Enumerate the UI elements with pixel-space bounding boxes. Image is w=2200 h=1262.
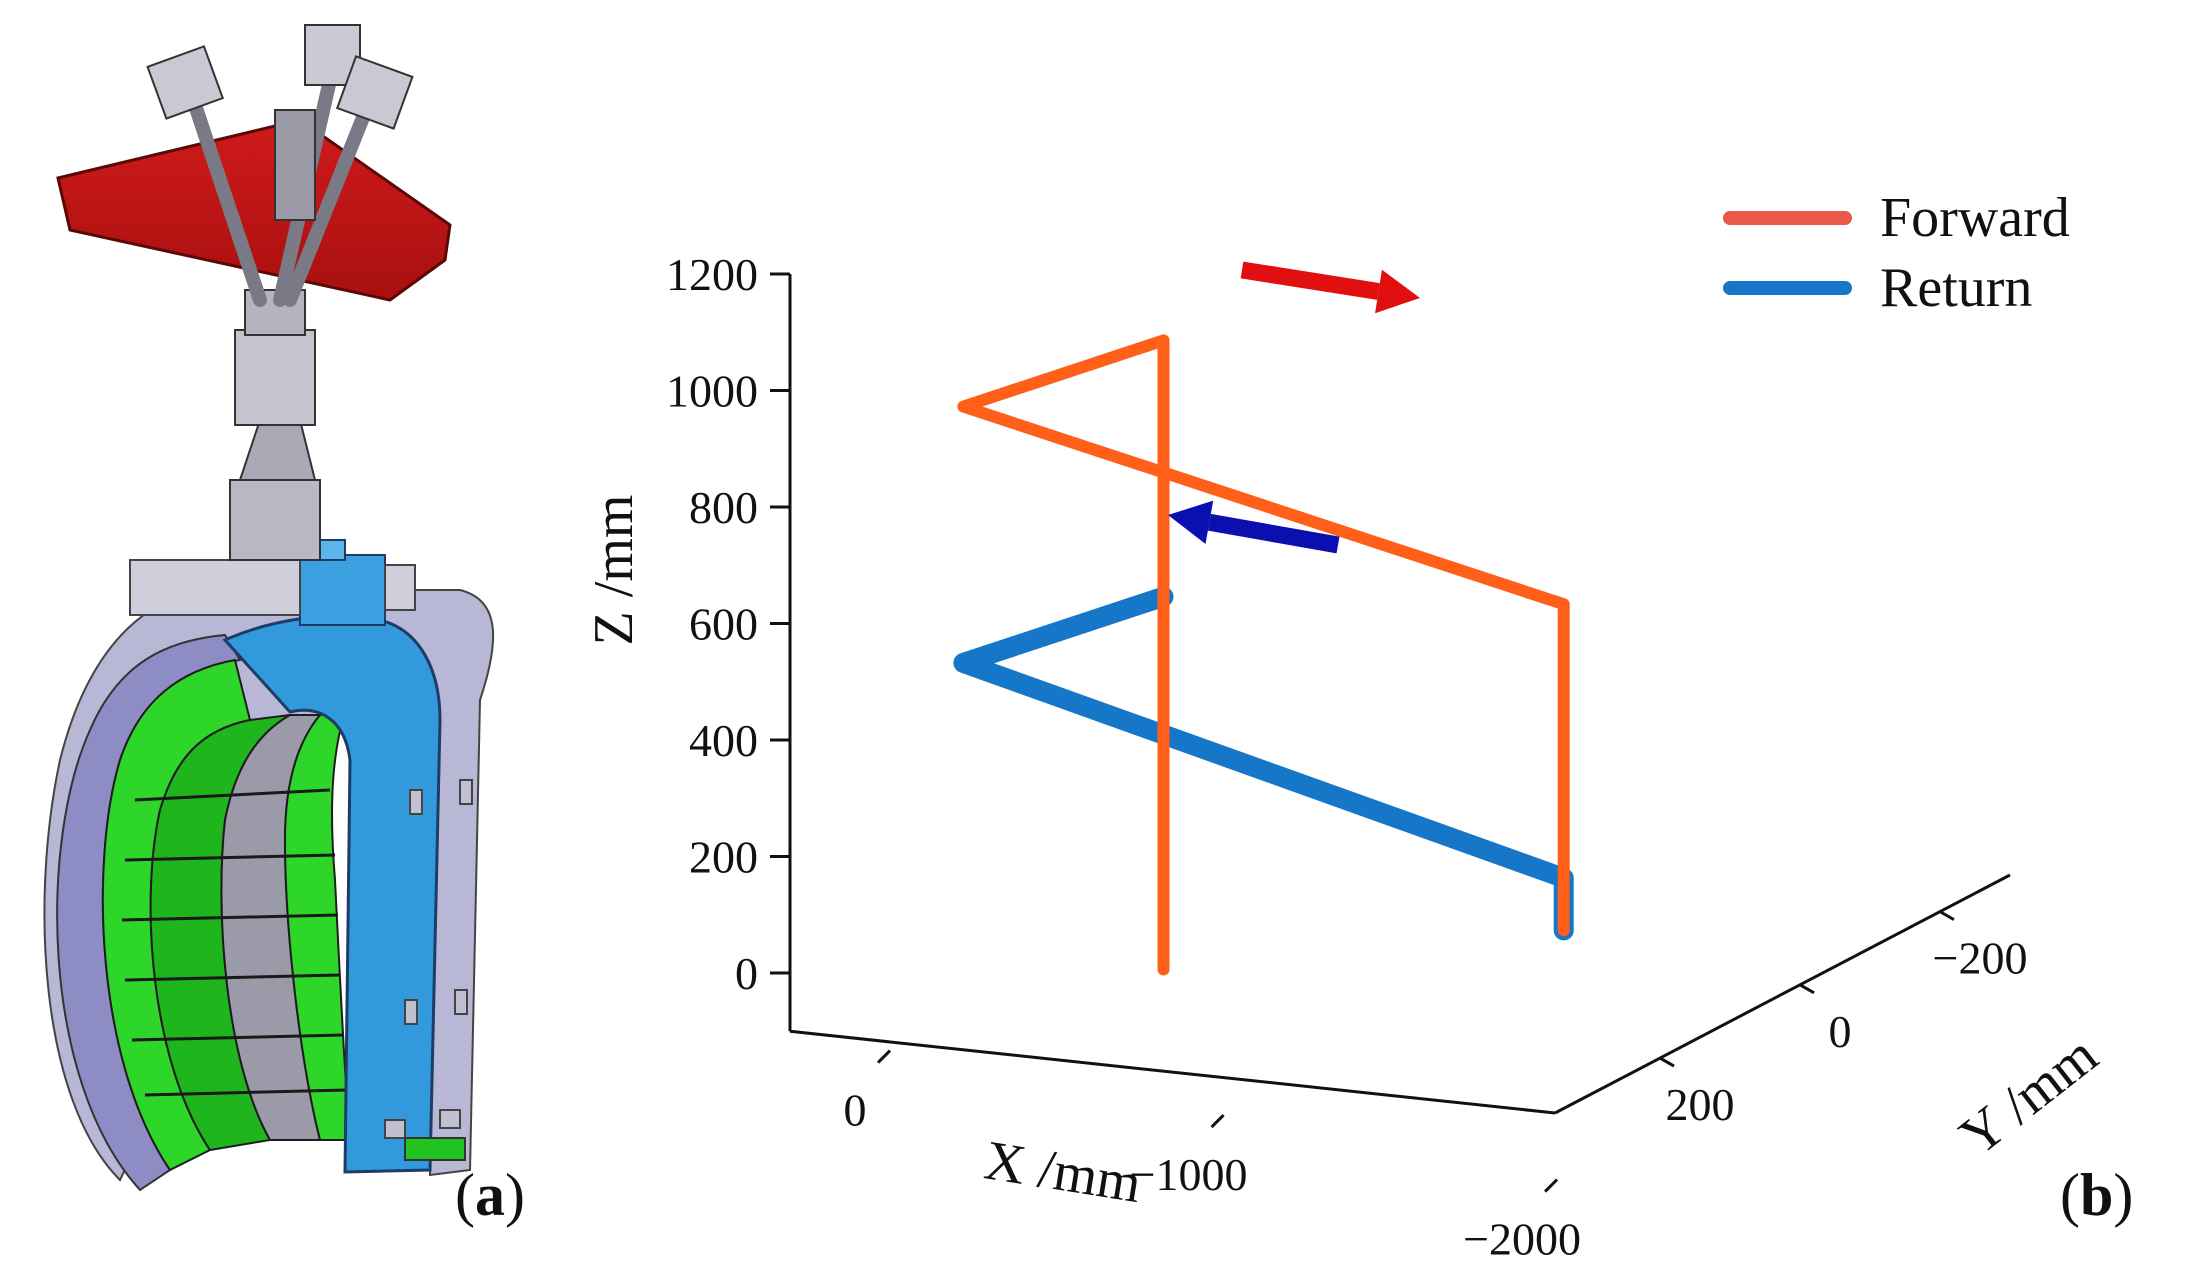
- legend-label-return: Return: [1880, 257, 2032, 319]
- x-axis-title: X /mm: [980, 1129, 1145, 1215]
- x-tick: [1543, 1178, 1559, 1193]
- series-forward-point: [958, 401, 969, 412]
- panel-a-label: (a): [455, 1162, 525, 1228]
- return-direction-arrow-head: [1168, 500, 1214, 544]
- x-tick-label: −1000: [1130, 1149, 1248, 1200]
- z-tick-label: 800: [689, 482, 758, 533]
- x-tick-label: 0: [844, 1085, 867, 1136]
- forward-direction-arrow-shaft: [1240, 261, 1380, 300]
- forward-direction-arrow-head: [1375, 269, 1420, 314]
- series-forward-line: [957, 334, 1570, 976]
- y-axis-title: Y /mm: [1949, 1024, 2109, 1168]
- x-tick: [876, 1049, 892, 1064]
- y-tick: [1659, 1056, 1675, 1068]
- y-tick-label: 200: [1666, 1079, 1735, 1130]
- z-tick-label: 1000: [666, 366, 758, 417]
- x-tick: [1210, 1114, 1225, 1129]
- return-direction-arrow-shaft: [1207, 513, 1340, 554]
- x-tick-label: −2000: [1463, 1214, 1581, 1262]
- y-tick: [1939, 910, 1955, 921]
- z-tick-label: 1200: [666, 249, 758, 300]
- series-forward-point: [1558, 925, 1569, 936]
- legend-label-forward: Forward: [1880, 187, 2070, 249]
- trajectory-chart: 0 200 400 600 800 1000 1200 0 −1000 −2000 200 0 −200…: [666, 187, 2070, 1262]
- z-tick-label: 400: [689, 715, 758, 766]
- series-return-line: [953, 586, 1574, 941]
- y-tick: [1799, 983, 1815, 995]
- x-axis-line: [789, 1029, 1556, 1115]
- y-tick-label: −200: [1933, 933, 2028, 984]
- series-forward-point: [1558, 599, 1569, 610]
- z-axis-title: Z /mm: [583, 495, 645, 646]
- y-tick-label: 0: [1829, 1006, 1852, 1057]
- series-return-point: [955, 654, 972, 672]
- panel-b-label: (b): [2060, 1162, 2133, 1228]
- y-axis-line: [1554, 873, 2011, 1115]
- z-tick-label: 200: [689, 832, 758, 883]
- robot-cad-illustration: [43, 24, 495, 1192]
- z-tick-label: 600: [689, 599, 758, 650]
- z-tick-label: 0: [735, 948, 758, 999]
